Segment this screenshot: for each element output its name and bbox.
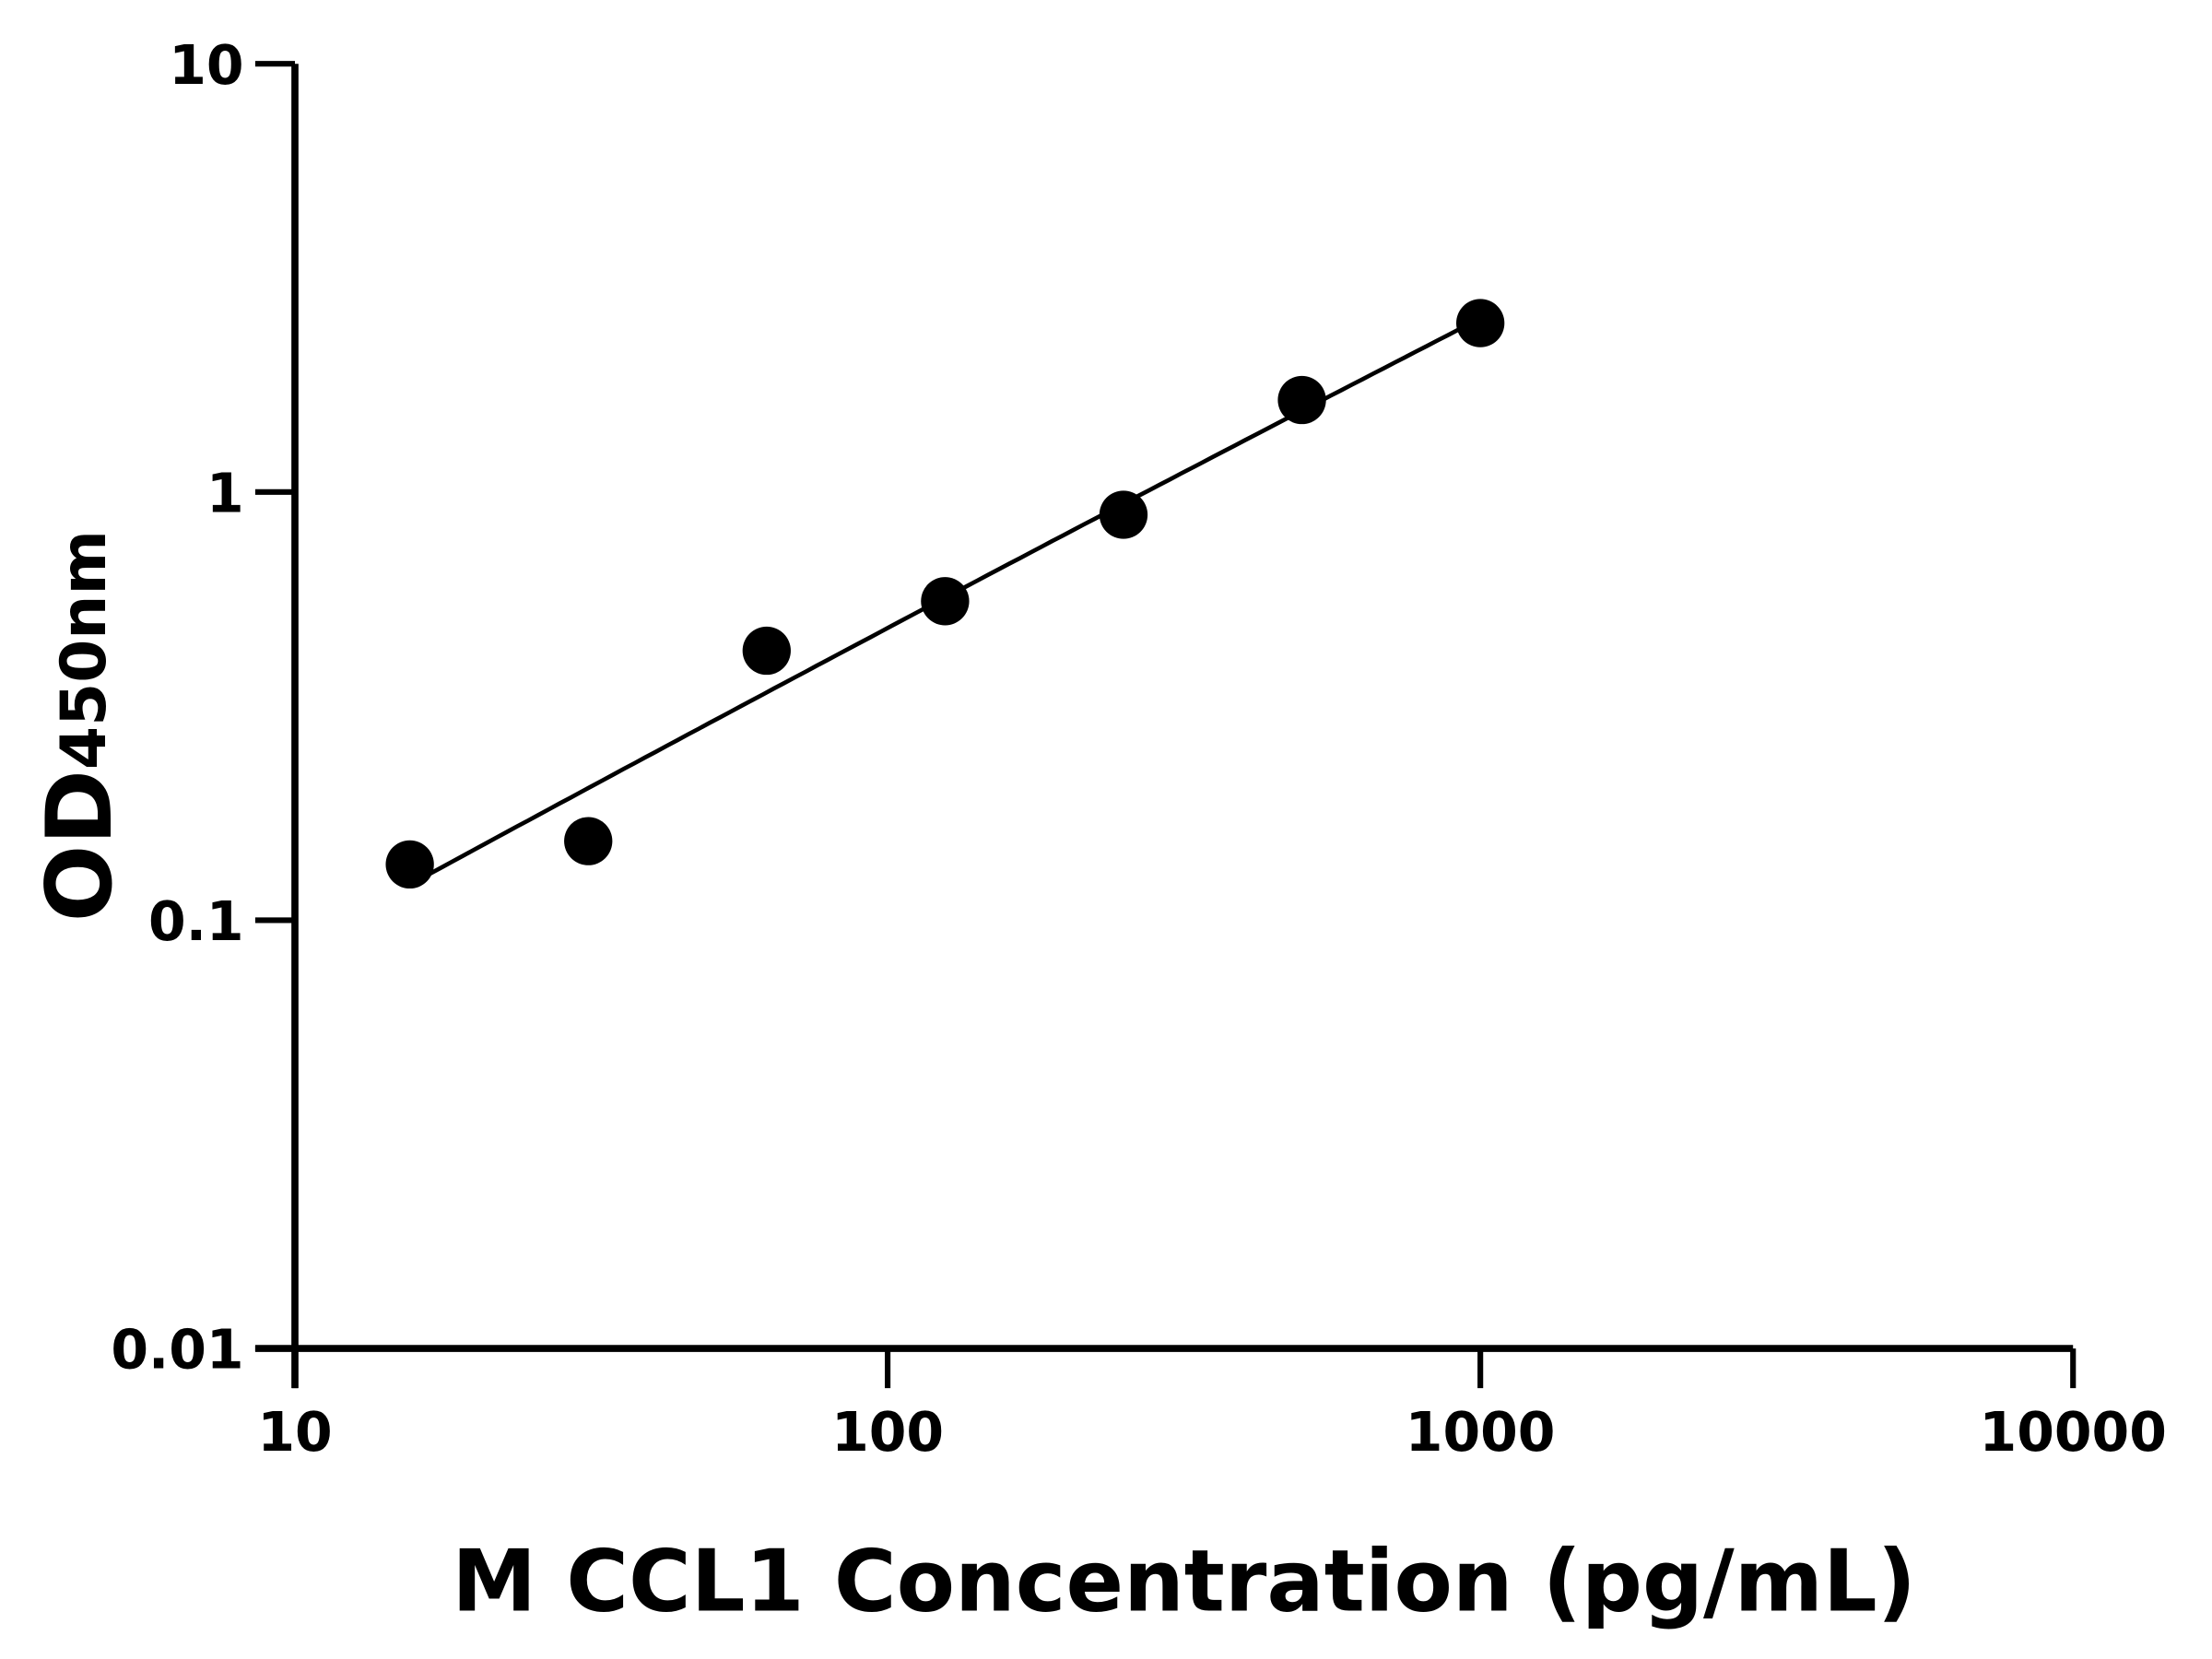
data-point	[921, 577, 970, 626]
x-tick-label: 1000	[1406, 1401, 1556, 1464]
y-axis-label-sub: 450nm	[47, 530, 120, 770]
y-tick-label: 0.01	[111, 1319, 243, 1382]
data-point	[1099, 490, 1148, 539]
data-point	[742, 626, 791, 676]
data-point	[564, 817, 613, 865]
data-points	[385, 299, 1505, 889]
tick-labels: 10 100 1000 10000 0.01 0.1 1 10	[111, 34, 2167, 1464]
data-point	[1277, 375, 1326, 425]
data-point	[1456, 299, 1505, 347]
y-axis-label-main: OD	[28, 770, 133, 922]
y-axis-label: OD450nm	[28, 530, 133, 922]
x-tick-label: 10	[257, 1401, 332, 1464]
x-tick-label: 10000	[1980, 1401, 2167, 1464]
axes	[254, 61, 2077, 1389]
x-tick-label: 100	[831, 1401, 944, 1464]
y-tick-label: 1	[206, 462, 244, 524]
y-tick-label: 0.1	[148, 890, 244, 953]
x-axis-label: M CCL1 Concentration (pg/mL)	[452, 1532, 1916, 1631]
y-tick-label: 10	[169, 34, 243, 97]
data-point	[385, 840, 434, 889]
